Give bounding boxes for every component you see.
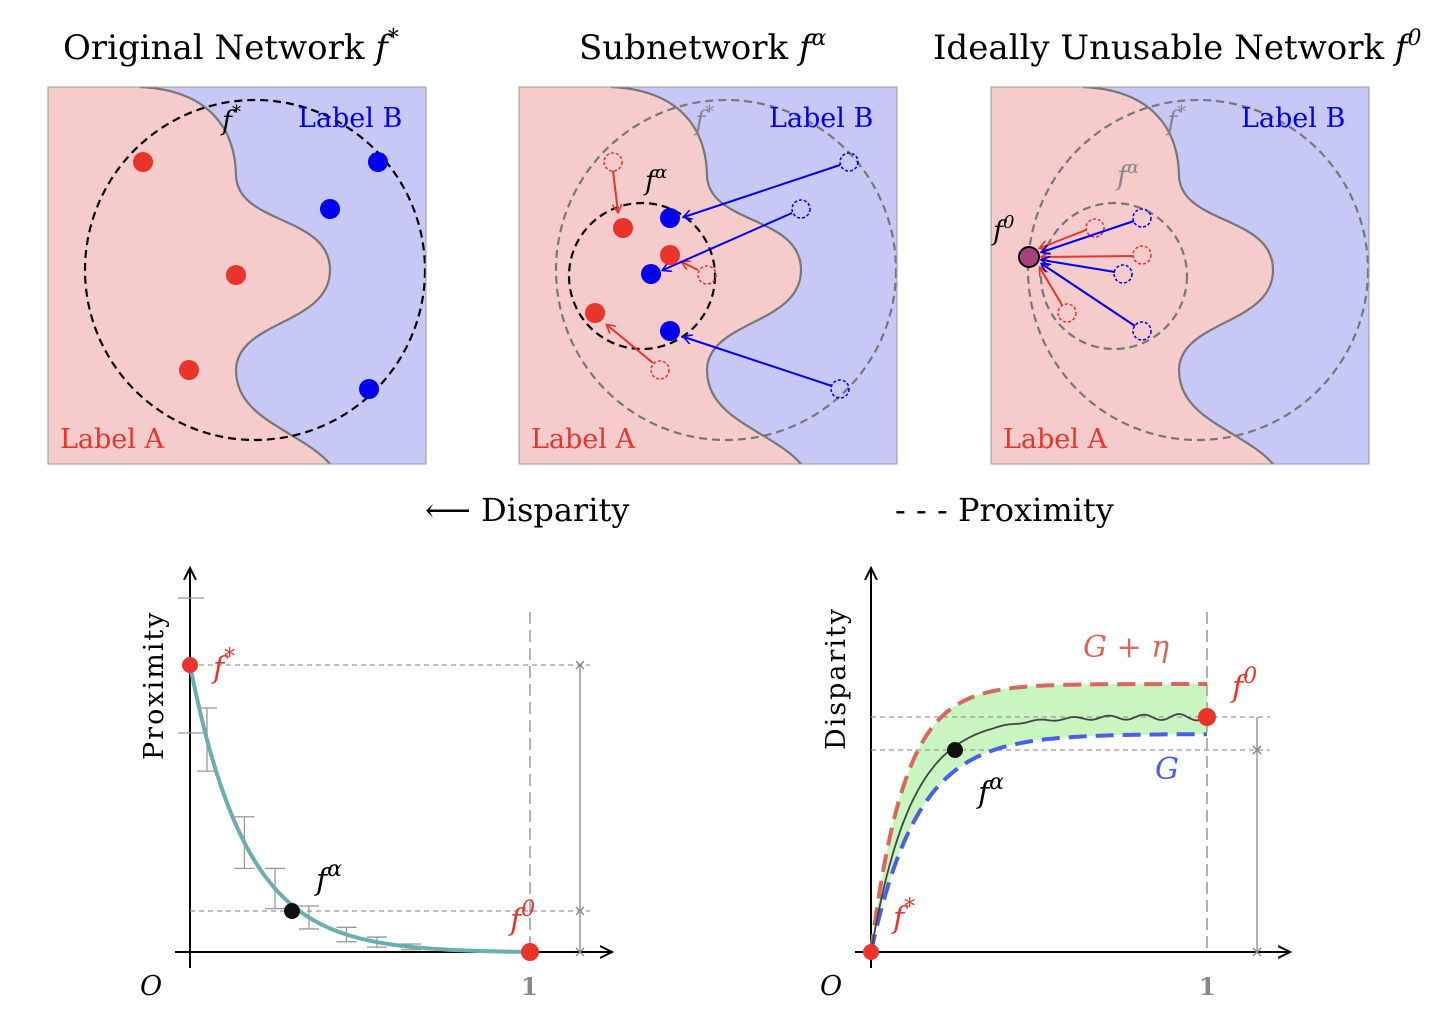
f-alpha-label: fα [976, 770, 1004, 811]
disparity-arrow [684, 164, 841, 217]
f-star-point [863, 944, 879, 960]
blue-point [368, 152, 388, 172]
dashed-line-icon: - - - [895, 491, 948, 529]
panel-original: Label B Label A f* [47, 86, 427, 465]
f-zero-point [1018, 246, 1040, 268]
blue-point [641, 264, 661, 284]
upper-bound-label: G + η [1083, 630, 1169, 665]
original-position-marker [1085, 218, 1105, 238]
original-position-marker [1132, 321, 1152, 341]
arrow-icon: ⟵ [425, 491, 471, 529]
disparity-arrow [1042, 264, 1136, 327]
f-star-circle [554, 98, 897, 442]
f-alpha-circle [567, 201, 717, 351]
disparity-arrow [1040, 268, 1063, 306]
upper-bound-curve [869, 682, 1207, 953]
origin-label: O [140, 971, 162, 1002]
original-position-marker [650, 360, 670, 380]
f-star-label: f* [891, 895, 915, 936]
disparity-arrow [663, 212, 793, 270]
f-star-circle [83, 98, 426, 442]
legend-proximity: - - - Proximity [895, 491, 1114, 529]
f-zero-label: f0 [508, 897, 535, 938]
f-star-label: f* [211, 645, 235, 686]
disparity-arrow [1042, 256, 1134, 257]
red-point [226, 265, 246, 285]
red-point [133, 152, 153, 172]
panel-subnetwork: Label B Label A f* fα [518, 86, 898, 465]
panel-title-original: Original Network f* [63, 26, 399, 68]
original-position-marker [697, 265, 717, 285]
disparity-arrow [1042, 220, 1135, 252]
blue-point [660, 208, 680, 228]
red-point [660, 245, 680, 265]
red-point [613, 218, 633, 238]
label-b-region [140, 87, 426, 464]
disparity-arrow [684, 337, 833, 387]
blue-point [660, 321, 680, 341]
f-zero-point [521, 943, 539, 961]
panel-title-unusable: Ideally Unusable Network f0 [933, 26, 1421, 68]
original-position-marker [1132, 208, 1152, 228]
label-a-text: Label A [531, 424, 636, 455]
f-alpha-point [947, 742, 963, 758]
lower-bound-curve [869, 732, 1207, 953]
legend-disparity: ⟵ Disparity [425, 491, 629, 529]
disparity-arrow [607, 325, 654, 364]
f-alpha-point [284, 903, 300, 919]
decision-boundary [1082, 87, 1275, 464]
original-position-marker [839, 152, 859, 172]
blue-point [320, 199, 340, 219]
red-point [585, 303, 605, 323]
confidence-band [871, 684, 1207, 952]
label-b-text: Label B [769, 103, 873, 134]
proximity-curve [188, 664, 530, 954]
red-point [179, 360, 199, 380]
original-position-marker [603, 152, 623, 172]
original-position-marker [1132, 245, 1152, 265]
panel-title-subnetwork: Subnetwork fα [579, 26, 826, 68]
x-tick-label: 1 [521, 972, 538, 1001]
lower-bound-label: G [1155, 752, 1179, 787]
original-position-marker [1057, 303, 1077, 323]
y-axis-label: Proximity [139, 610, 170, 760]
label-b-text: Label B [1241, 103, 1345, 134]
f-zero-label: f0 [1230, 664, 1257, 705]
label-a-text: Label A [1003, 424, 1108, 455]
f-star-circle [1026, 98, 1369, 442]
y-axis-label: Disparity [821, 607, 852, 750]
disparity-curve [870, 713, 1208, 953]
disparity-chart: Disparity O 1 G + η G f* fα f0 [820, 568, 1290, 1002]
original-position-marker [791, 199, 811, 219]
x-tick-label: 1 [1199, 972, 1216, 1001]
decision-boundary [139, 87, 332, 464]
legend: ⟵ Disparity - - - Proximity [425, 491, 1114, 529]
f-alpha-label: fα [314, 857, 342, 898]
decision-boundary [610, 87, 803, 464]
disparity-arrow [1042, 260, 1116, 273]
label-b-text: Label B [298, 103, 402, 134]
label-a-text: Label A [60, 424, 165, 455]
disparity-arrow [612, 170, 618, 212]
f-star-point [182, 657, 198, 673]
blue-point [359, 379, 379, 399]
f-zero-point [1198, 708, 1216, 726]
original-position-marker [1113, 264, 1133, 284]
origin-label: O [820, 971, 842, 1002]
disparity-arrow [682, 262, 699, 271]
original-position-marker [830, 379, 850, 399]
proximity-chart: Proximity O 1 f* fα f0 [139, 568, 612, 1002]
panel-unusable: Label B Label A f* fα f0 [990, 86, 1370, 465]
